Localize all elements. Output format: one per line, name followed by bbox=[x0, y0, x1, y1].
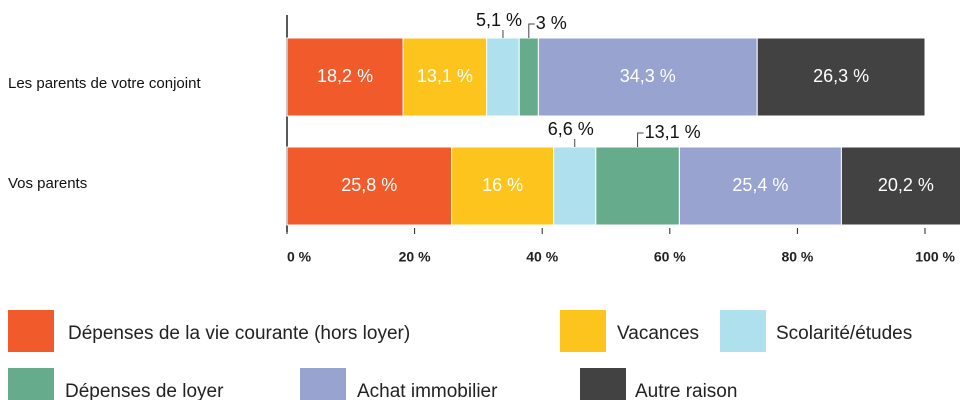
legend-label: Scolarité/études bbox=[776, 323, 912, 344]
x-tick-label: 60 % bbox=[654, 249, 686, 265]
value-label: 5,1 % bbox=[476, 10, 522, 30]
legend-swatch bbox=[560, 310, 606, 352]
bar-segment bbox=[537, 37, 758, 117]
legend-swatch bbox=[300, 368, 346, 400]
bar-segment bbox=[518, 37, 539, 117]
bar-segment bbox=[402, 37, 488, 117]
legend-label: Autre raison bbox=[635, 381, 737, 400]
legend-swatch bbox=[580, 368, 626, 400]
bar-segment bbox=[678, 146, 842, 226]
value-label: 20,2 % bbox=[878, 175, 934, 195]
category-label: Vos parents bbox=[8, 175, 87, 192]
value-label: 3 % bbox=[536, 13, 567, 33]
value-label: 18,2 % bbox=[317, 66, 373, 86]
bar-segment bbox=[553, 146, 597, 226]
x-tick-label: 40 % bbox=[526, 249, 558, 265]
value-label: 25,4 % bbox=[732, 175, 788, 195]
legend-label: Vacances bbox=[617, 323, 699, 344]
x-tick-label: 0 % bbox=[287, 249, 312, 265]
value-label: 16 % bbox=[482, 175, 523, 195]
value-label: 6,6 % bbox=[548, 119, 594, 139]
bar-segment bbox=[486, 37, 520, 117]
bar-segment bbox=[286, 37, 404, 117]
x-tick-label: 20 % bbox=[399, 249, 431, 265]
x-tick-label: 100 % bbox=[915, 249, 955, 265]
legend-swatch bbox=[720, 310, 766, 352]
leader-line bbox=[528, 23, 535, 38]
legend-label: Dépenses de loyer bbox=[65, 381, 224, 400]
value-label: 25,8 % bbox=[341, 175, 397, 195]
leader-line bbox=[637, 132, 644, 147]
value-label: 34,3 % bbox=[620, 66, 676, 86]
value-label: 13,1 % bbox=[417, 66, 473, 86]
legend-swatch bbox=[8, 368, 54, 400]
bar-segment bbox=[756, 37, 926, 117]
bar-segment bbox=[840, 146, 960, 226]
category-label: Les parents de votre conjoint bbox=[8, 75, 201, 92]
x-tick-label: 80 % bbox=[781, 249, 813, 265]
legend-label: Dépenses de la vie courante (hors loyer) bbox=[68, 323, 410, 344]
bar-segment bbox=[451, 146, 555, 226]
legend-swatch bbox=[8, 310, 54, 352]
value-label: 13,1 % bbox=[645, 122, 701, 142]
bar-segment bbox=[595, 146, 680, 226]
value-label: 26,3 % bbox=[813, 66, 869, 86]
legend-label: Achat immobilier bbox=[357, 381, 498, 400]
